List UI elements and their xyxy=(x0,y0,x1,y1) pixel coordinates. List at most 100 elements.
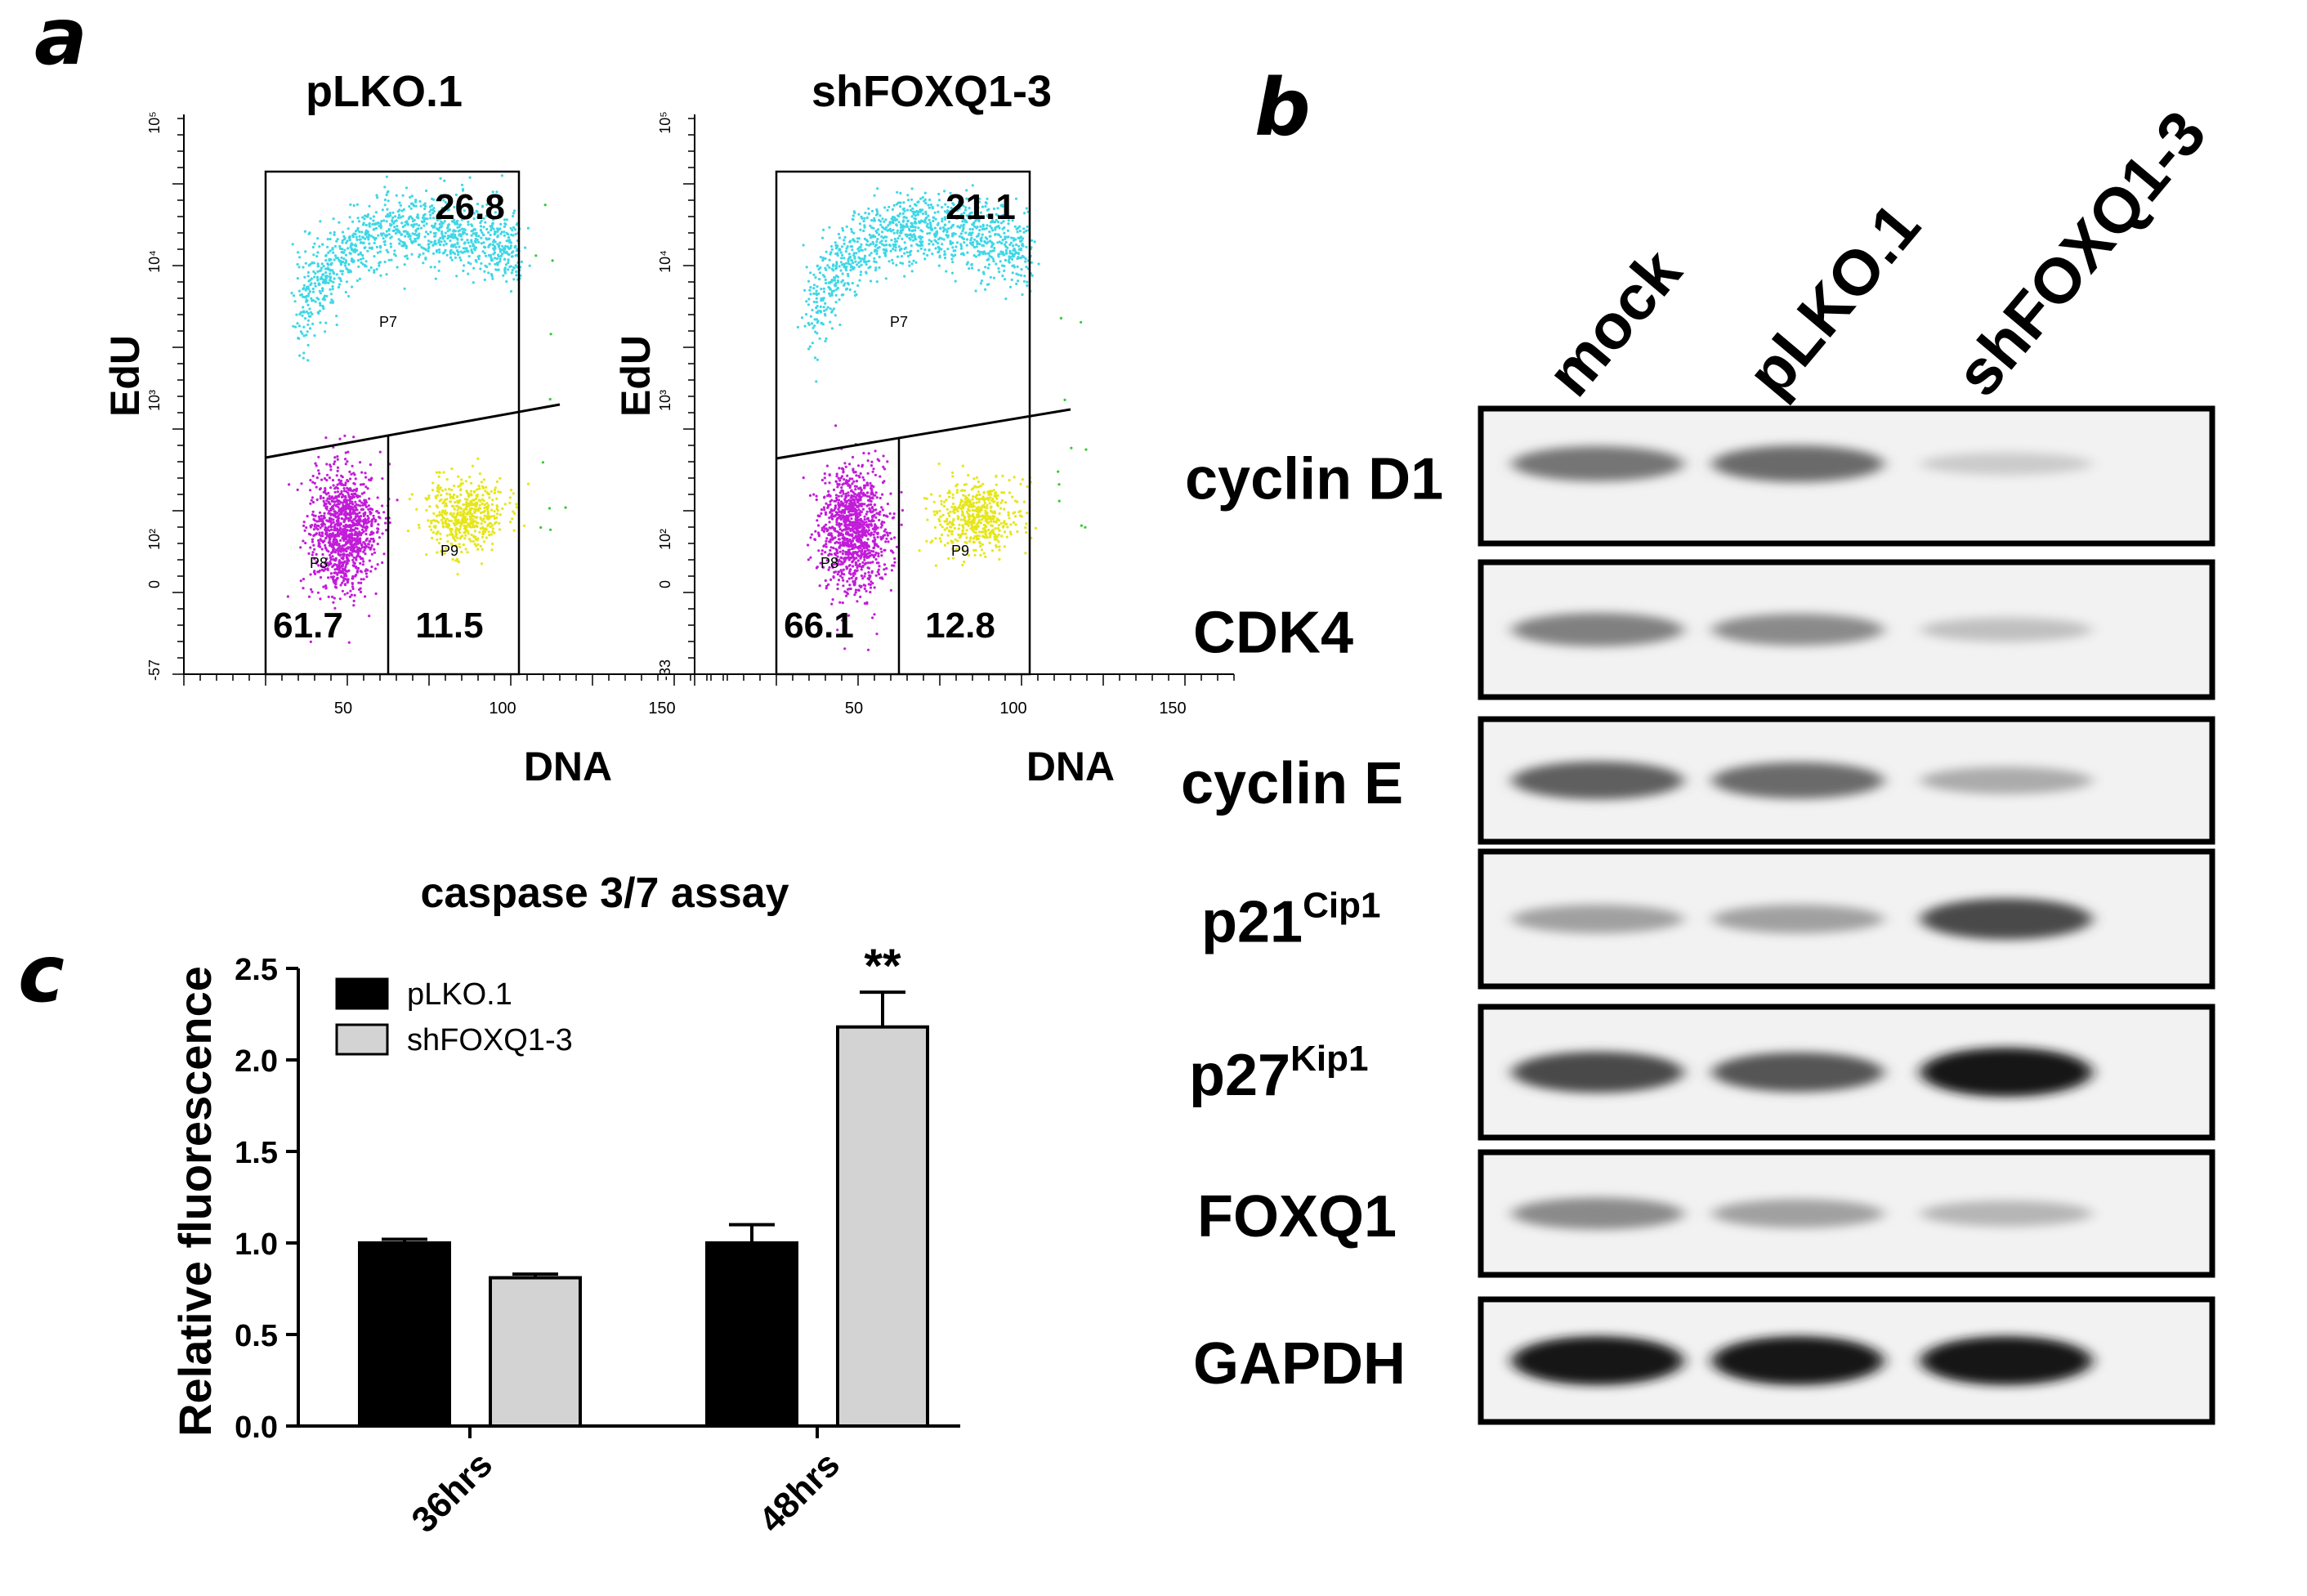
flow-title: pLKO.1 xyxy=(306,67,463,116)
gate-label-p9: P9 xyxy=(951,543,969,559)
blot-label: GAPDH xyxy=(1193,1331,1406,1397)
legend-swatch xyxy=(335,1023,389,1056)
bar-x-tick-label: 36hrs xyxy=(404,1444,500,1540)
lane-label: pLKO.1 xyxy=(1733,190,1934,409)
flow-y-tick-label: 10⁴ xyxy=(657,250,673,273)
flow-x-tick-label: 100 xyxy=(999,700,1026,718)
flow-y-tick-label: 10⁵ xyxy=(657,111,673,133)
flow-y-label: EdU xyxy=(613,335,659,417)
blot-band xyxy=(1512,761,1683,800)
flow-y-tick-label: -33 xyxy=(657,659,673,681)
pct-edu-positive: 21.1 xyxy=(946,187,1016,227)
flow-y-tick-label: 10³ xyxy=(657,390,673,411)
flow-x-tick-label: 50 xyxy=(334,700,352,718)
flow-y-tick-label: -57 xyxy=(146,659,163,681)
blot-foxq1: FOXQ1 xyxy=(1197,1149,2215,1278)
blot-band xyxy=(1512,1197,1683,1230)
flow-y-tick-label: 10³ xyxy=(146,390,163,411)
blot-band xyxy=(1512,1336,1683,1385)
significance-annotation: ** xyxy=(864,940,901,993)
flow-title: shFOXQ1-3 xyxy=(811,67,1052,116)
bar-shfoxq1-3-48hrs xyxy=(836,1025,929,1428)
blot-band xyxy=(1920,1336,2092,1385)
blot-band xyxy=(1920,767,2092,794)
blot-band xyxy=(1920,898,2092,940)
blot-band xyxy=(1920,617,2092,642)
flow-y-tick-label: 10⁵ xyxy=(146,111,163,133)
flow-x-label: DNA xyxy=(524,744,612,789)
legend-label: pLKO.1 xyxy=(407,977,512,1012)
blot-band xyxy=(1512,446,1683,481)
bar-plko-1-48hrs xyxy=(705,1241,798,1428)
blot-band xyxy=(1920,1200,2092,1227)
blot-band xyxy=(1712,613,1884,646)
panel-label-a: a xyxy=(34,0,87,83)
bar-y-tick-label: 1.0 xyxy=(235,1227,278,1262)
blot-p21: p21Cip1 xyxy=(1201,848,2215,990)
pct-g2m: 12.8 xyxy=(925,606,995,646)
flow-gate-box xyxy=(264,170,521,676)
bar-y-tick-label: 0.0 xyxy=(235,1410,278,1445)
flow-y-tick-label: 10² xyxy=(657,529,673,550)
blot-band xyxy=(1712,904,1884,934)
pct-g1: 66.1 xyxy=(784,606,854,646)
bar-legend: pLKO.1 shFOXQ1-3 xyxy=(335,977,573,1057)
chart-title: caspase 3/7 assay xyxy=(420,870,789,917)
western-blot-panel: mock pLKO.1 shFOXQ1-3 cyclin D1 CDK4 cyclin E… xyxy=(1181,97,2220,1425)
blot-label: p21Cip1 xyxy=(1201,886,1380,955)
flow-plot-plko: pLKO.1 50 100 150 -57 0 10² 10³ 10⁴ 10⁵ DNA EdU P7 P8… xyxy=(102,67,724,789)
blot-band xyxy=(1512,613,1683,646)
blot-band xyxy=(1512,1051,1683,1093)
gate-label-p7: P7 xyxy=(890,314,908,330)
gate-label-p8: P8 xyxy=(310,555,328,571)
flow-x-tick-label: 150 xyxy=(648,700,675,718)
gate-label-p9: P9 xyxy=(440,543,458,559)
flow-y-tick-label: 10⁴ xyxy=(146,250,163,273)
blot-cyclin-e: cyclin E xyxy=(1181,716,2215,845)
bar-x-tick-label: 48hrs xyxy=(751,1444,847,1540)
flow-plot-shfoxq1: shFOXQ1-3 50 100 150 -33 0 10² 10³ 10⁴ 10⁵ DNA EdU P… xyxy=(613,67,1235,789)
blot-band xyxy=(1712,1336,1884,1385)
flow-scatter-dots xyxy=(796,184,1088,651)
panel-label-b: b xyxy=(1254,62,1311,154)
blot-cdk4: CDK4 xyxy=(1193,559,2215,700)
pct-g1: 61.7 xyxy=(273,606,343,646)
flow-x-tick-label: 50 xyxy=(845,700,863,718)
blot-label: FOXQ1 xyxy=(1197,1184,1397,1250)
flow-gate-box xyxy=(775,170,1031,676)
bar-y-tick-label: 2.5 xyxy=(235,953,278,987)
flow-y-tick-label: 0 xyxy=(146,580,163,588)
flow-gate-boundary xyxy=(265,403,561,459)
bar-plko-1-36hrs xyxy=(358,1241,451,1428)
legend-label: shFOXQ1-3 xyxy=(407,1023,573,1057)
flow-x-tick-label: 100 xyxy=(489,700,516,718)
blot-label: p27Kip1 xyxy=(1189,1039,1368,1108)
gate-label-p8: P8 xyxy=(820,555,838,571)
blot-band xyxy=(1712,1052,1884,1093)
blot-p27: p27Kip1 xyxy=(1189,1004,2215,1141)
lane-label: shFOXQ1-3 xyxy=(1942,97,2220,409)
bar-y-tick-label: 1.5 xyxy=(235,1136,278,1170)
flow-y-tick-label: 10² xyxy=(146,529,163,550)
bar-y-tick-label: 2.0 xyxy=(235,1044,278,1079)
flow-x-tick-label: 150 xyxy=(1159,700,1186,718)
flow-y-tick-label: 0 xyxy=(657,580,673,588)
blot-band xyxy=(1712,762,1884,799)
blot-band xyxy=(1712,445,1884,482)
caspase-bar-chart: caspase 3/7 assay Relative fluorescence … xyxy=(169,870,960,1540)
bar-y-tick-label: 0.5 xyxy=(235,1319,278,1353)
blot-label: CDK4 xyxy=(1193,601,1353,666)
pct-edu-positive: 26.8 xyxy=(435,187,505,227)
blot-gapdh: GAPDH xyxy=(1193,1296,2215,1425)
blot-band xyxy=(1712,1199,1884,1228)
gate-label-p7: P7 xyxy=(379,314,397,330)
flow-x-label: DNA xyxy=(1026,744,1115,789)
pct-g2m: 11.5 xyxy=(415,606,483,646)
blot-label: cyclin D1 xyxy=(1185,447,1443,512)
legend-swatch xyxy=(335,977,389,1010)
blot-label: cyclin E xyxy=(1181,751,1403,816)
blot-cyclin-d1: cyclin D1 xyxy=(1185,405,2215,547)
flow-scatter-dots xyxy=(286,174,567,644)
panel-label-c: c xyxy=(18,928,65,1020)
